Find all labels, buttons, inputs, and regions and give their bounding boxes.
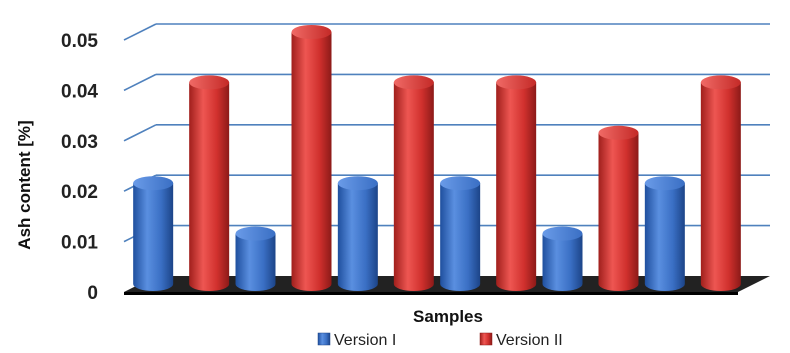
bar-cap [440,176,481,191]
gridline-diagonal [123,23,157,41]
bar-version-ii-5 [598,125,639,291]
bar-version-ii-2 [291,25,332,291]
gridline-diagonal [123,73,157,92]
y-tick-label: 0.04 [61,81,98,102]
bar-version-i-5 [542,226,583,291]
bar-body [189,82,230,292]
bar-version-i-3 [337,176,378,291]
bar-cap [133,176,174,191]
bar-version-ii-3 [393,75,434,292]
bar-cap [644,176,685,191]
bar-cap [189,75,230,90]
bar-body [133,183,174,291]
bar-body [700,82,741,292]
bar-cap [291,25,332,39]
y-axis-tick-labels: 0 0.01 0.02 0.03 0.04 0.05 [61,31,98,304]
legend-label-version-ii: Version II [496,332,563,349]
bar-cap [598,125,639,140]
bar-body [644,183,685,291]
bar-body [496,82,537,292]
legend-label-version-i: Version I [334,332,396,349]
bar-body [393,82,434,292]
bar-cap [542,226,583,241]
bar-body [542,233,583,291]
gridline-diagonal [123,124,157,142]
bar-body [440,183,481,291]
bar-version-ii-1 [189,75,230,292]
bar-version-i-6 [644,176,685,291]
bar-body [235,233,276,291]
floor-edge [124,292,738,295]
legend-swatch-version-ii [479,332,493,346]
bar-cap [393,75,434,90]
y-tick-label: 0.02 [61,182,98,203]
bar-body [291,32,332,291]
bar-version-ii-4 [496,75,537,292]
legend: Version I Version II [317,332,563,349]
legend-item-version-i: Version I [317,332,396,349]
bar-body [337,183,378,291]
y-tick-label: 0.05 [61,31,98,52]
bars [133,25,741,292]
legend-swatch-version-i [317,332,331,346]
bar-body [598,132,639,291]
y-tick-label: 0.03 [61,132,98,153]
bar-cap [700,75,741,90]
y-axis-title: Ash content [%] [15,120,34,249]
bar-cap [496,75,537,90]
bar-version-ii-6 [700,75,741,292]
bar-version-i-4 [440,176,481,291]
legend-item-version-ii: Version II [479,332,563,349]
bar-cap [235,226,276,241]
bar-version-i-1 [133,176,174,291]
bar-version-i-2 [235,226,276,291]
y-tick-label: 0 [87,283,98,304]
bar-cap [337,176,378,191]
x-axis-title: Samples [413,307,483,326]
y-tick-label: 0.01 [61,233,98,254]
